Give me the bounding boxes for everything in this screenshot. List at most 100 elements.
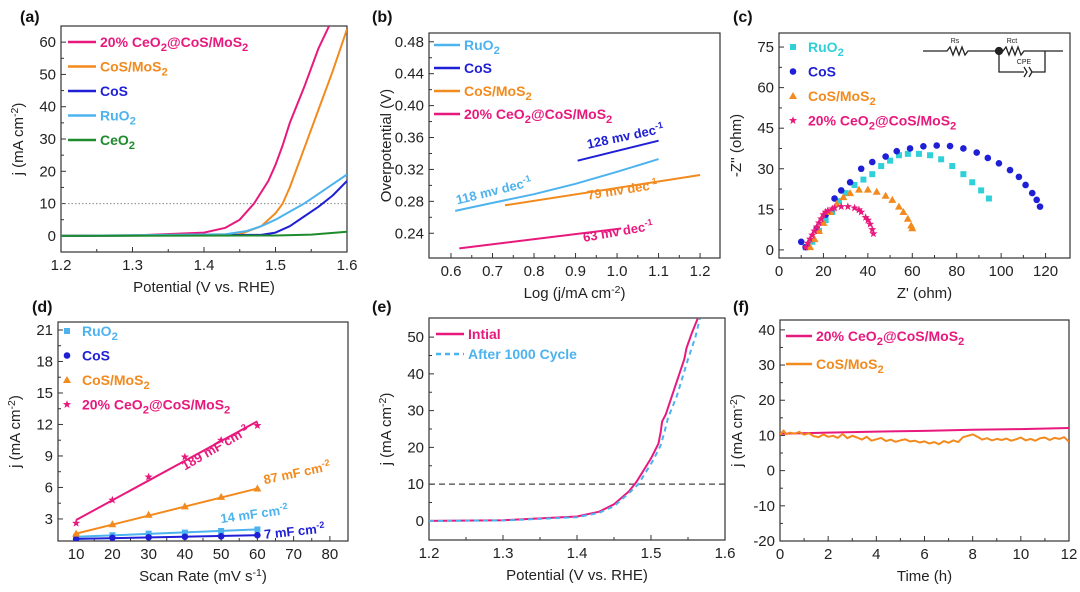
plot-frame xyxy=(778,32,1071,259)
marker-star xyxy=(144,472,153,481)
y-tick-label: 30 xyxy=(39,131,56,148)
legend-label: CoS/MoS2 xyxy=(82,372,150,392)
y-tick-label: 20 xyxy=(758,392,775,409)
slope-annotation: 7 mF cm-2 xyxy=(263,520,325,542)
marker-triangle xyxy=(63,376,71,383)
y-tick-label: 12 xyxy=(36,416,53,433)
panel-a: (a) 1.2 1.3 1.4 1.5 1.6 0 10 20 30 40 50 60 Potential… xyxy=(9,9,357,296)
marker-circle xyxy=(973,149,981,156)
legend-label: CoS xyxy=(82,348,110,364)
panel-label: (b) xyxy=(372,9,392,26)
marker-square xyxy=(887,157,894,164)
marker-circle xyxy=(797,238,805,246)
inset-label-rct: Rct xyxy=(1007,38,1018,45)
panel-e: (e) 1.2 1.3 1.4 1.5 1.6 0 10 20 30 40 50 Potential (… xyxy=(372,299,735,584)
y-tick-label: 60 xyxy=(757,80,774,97)
marker-triangle xyxy=(863,185,872,193)
series-line xyxy=(780,427,1069,435)
y-tick-label: -20 xyxy=(753,533,775,550)
y-tick-label: 3 xyxy=(45,511,53,528)
fit-line xyxy=(76,528,258,538)
x-tick-label: 12 xyxy=(1061,546,1078,563)
x-tick-label: 1.1 xyxy=(648,263,669,280)
marker-triangle xyxy=(789,92,797,99)
marker-star xyxy=(843,202,852,211)
legend-item: CoS xyxy=(789,64,836,80)
marker-star xyxy=(823,206,832,215)
y-axis-label: j (mA cm-2) xyxy=(728,394,746,468)
marker-triangle xyxy=(108,520,117,528)
panel-f: (f) 0 2 4 6 8 10 12 -20 -10 0 10 20 30 40 Time (h) j (mA… xyxy=(728,299,1077,585)
panel-label: (c) xyxy=(733,9,753,26)
marker-square xyxy=(949,163,956,170)
inset-label-cpe: CPE xyxy=(1017,59,1032,66)
series-line xyxy=(61,26,331,237)
marker-square xyxy=(218,528,225,535)
y-tick-label: 0 xyxy=(48,228,56,245)
legend-item: CoS/MoS2 xyxy=(63,372,150,392)
x-tick-label: 40 xyxy=(177,546,194,563)
marker-square xyxy=(978,187,985,194)
marker-star xyxy=(821,207,830,216)
marker-circle xyxy=(882,153,889,160)
series-line xyxy=(454,158,659,212)
legend-item: 20% CeO2@CoS/MoS2 xyxy=(68,34,248,54)
x-tick-label: 80 xyxy=(322,546,339,563)
series-line xyxy=(504,174,701,207)
legend-label: CoS/MoS2 xyxy=(464,83,532,103)
x-tick-label: 20 xyxy=(815,263,832,280)
marker-circle xyxy=(906,145,914,152)
x-tick-label: 1.2 xyxy=(690,263,711,280)
panel-label: (a) xyxy=(20,9,40,26)
marker-star xyxy=(850,203,859,212)
x-tick-label: 1.6 xyxy=(337,257,358,274)
marker-square xyxy=(254,526,261,533)
x-axis-label: Potential (V vs. RHE) xyxy=(133,279,275,296)
y-tick-label: 40 xyxy=(407,366,424,383)
plot-area xyxy=(72,420,262,541)
marker-star xyxy=(868,225,877,234)
x-tick-label: 0.6 xyxy=(441,263,462,280)
x-axis-label: Log (j/mA cm-2) xyxy=(524,284,626,302)
y-tick-label: 0.44 xyxy=(395,66,424,83)
marker-triangle xyxy=(872,187,881,195)
y-tick-label: 10 xyxy=(39,196,56,213)
x-tick-label: 10 xyxy=(68,546,85,563)
plot-area xyxy=(61,26,347,237)
marker-star xyxy=(837,202,846,211)
legend-label: CoS xyxy=(464,60,492,76)
series-line xyxy=(459,227,622,250)
legend-label: CoS/MoS2 xyxy=(100,59,168,79)
legend-item: After 1000 Cycle xyxy=(436,346,577,362)
slope-annotation: 87 mF cm-2 xyxy=(262,457,332,487)
x-tick-label: 1.4 xyxy=(194,257,215,274)
legend-label: 20% CeO2@CoS/MoS2 xyxy=(464,106,612,126)
slope-annotation: 189 mF cm-2 xyxy=(178,422,251,474)
marker-star xyxy=(808,230,817,239)
marker-star xyxy=(819,210,828,219)
marker-star xyxy=(180,452,189,461)
legend-item: 20% CeO2@CoS/MoS2 xyxy=(62,397,230,417)
marker-triangle xyxy=(72,529,81,537)
y-axis-label: Overpotential (V) xyxy=(378,89,395,202)
legend-label: 20% CeO2@CoS/MoS2 xyxy=(816,328,964,348)
marker-star xyxy=(253,421,262,429)
legend-label: After 1000 Cycle xyxy=(468,346,577,362)
x-tick-label: 0.8 xyxy=(524,263,545,280)
legend-item: RuO2 xyxy=(64,323,118,343)
y-tick-label: 20 xyxy=(407,439,424,456)
marker-circle xyxy=(1022,181,1029,189)
legend-item: CeO2 xyxy=(68,132,135,152)
marker-circle xyxy=(254,531,261,539)
equivalent-circuit-inset xyxy=(923,45,1063,78)
cpe-symbol xyxy=(1023,66,1028,78)
legend-label: Intial xyxy=(468,326,501,342)
marker-square xyxy=(938,156,945,163)
marker-circle xyxy=(857,165,865,173)
x-tick-label: 1.3 xyxy=(493,545,514,562)
x-tick-label: 30 xyxy=(140,546,157,563)
marker-circle xyxy=(946,142,954,150)
marker-circle xyxy=(846,178,854,186)
marker-circle xyxy=(995,160,1003,167)
marker-star xyxy=(854,205,864,214)
